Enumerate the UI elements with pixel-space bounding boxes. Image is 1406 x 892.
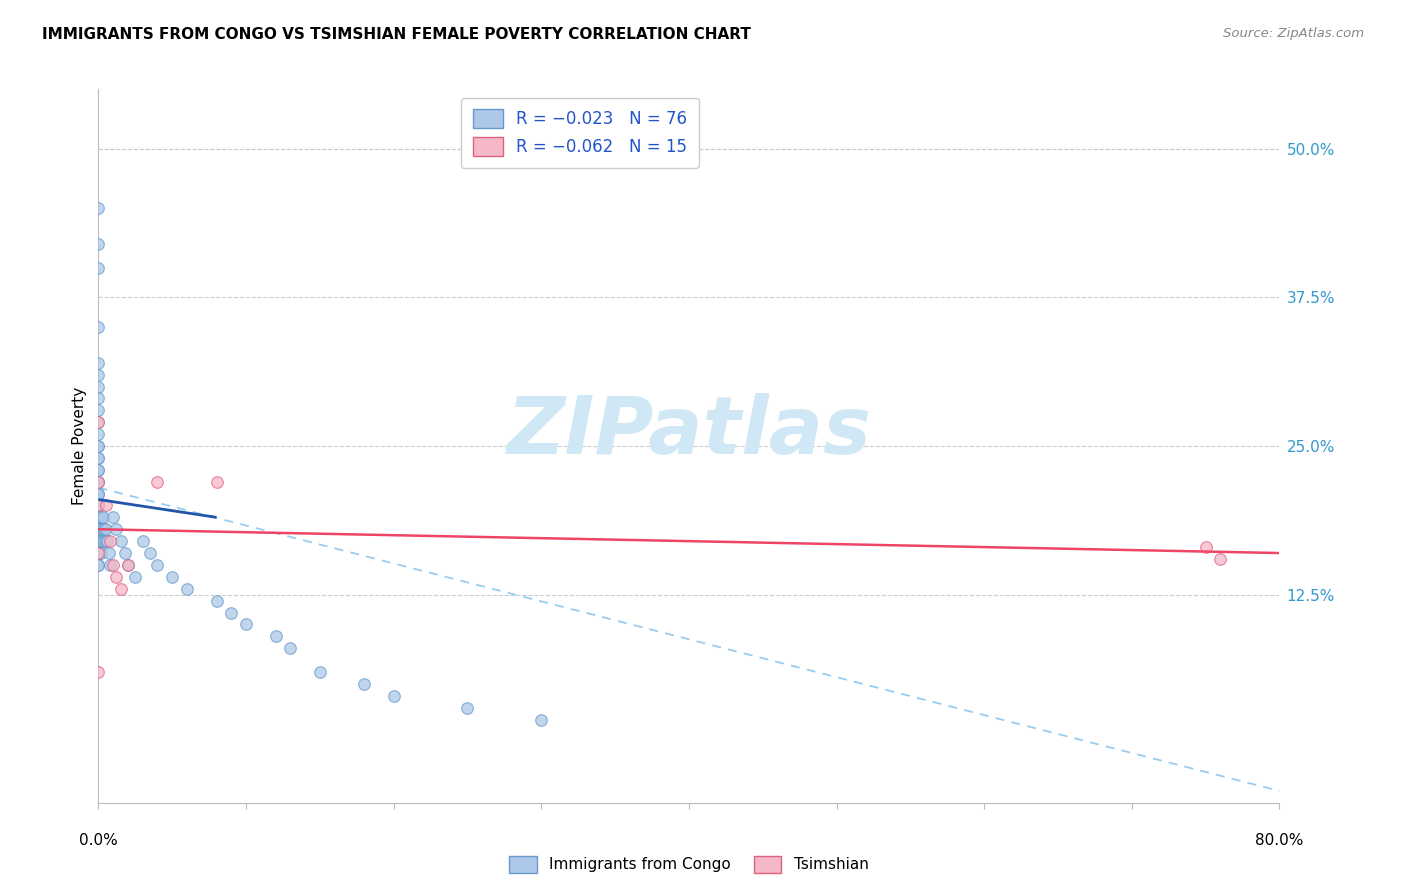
Point — [87, 201, 110, 215]
Text: IMMIGRANTS FROM CONGO VS TSIMSHIAN FEMALE POVERTY CORRELATION CHART: IMMIGRANTS FROM CONGO VS TSIMSHIAN FEMAL… — [42, 27, 751, 42]
Point — [87, 427, 110, 442]
Point — [146, 558, 169, 572]
Text: Source: ZipAtlas.com: Source: ZipAtlas.com — [1223, 27, 1364, 40]
Point — [87, 534, 110, 549]
Point — [105, 570, 128, 584]
Point — [87, 510, 110, 524]
Point — [87, 546, 110, 560]
Point — [1195, 540, 1218, 554]
Point — [87, 499, 110, 513]
Point — [382, 689, 405, 703]
Point — [132, 534, 155, 549]
Point — [264, 629, 287, 643]
Point — [90, 546, 112, 560]
Point — [87, 415, 110, 429]
Point — [93, 522, 115, 536]
Point — [87, 450, 110, 465]
Point — [98, 534, 121, 549]
Point — [94, 499, 117, 513]
Point — [87, 546, 110, 560]
Point — [87, 510, 110, 524]
Point — [87, 486, 110, 500]
Point — [162, 570, 183, 584]
Point — [87, 463, 110, 477]
Point — [117, 558, 139, 572]
Point — [124, 570, 146, 584]
Point — [87, 415, 110, 429]
Legend: Immigrants from Congo, Tsimshian: Immigrants from Congo, Tsimshian — [502, 848, 876, 880]
Point — [91, 534, 114, 549]
Point — [87, 463, 110, 477]
Point — [87, 260, 110, 275]
Point — [87, 665, 110, 679]
Point — [90, 534, 112, 549]
Point — [87, 439, 110, 453]
Point — [87, 499, 110, 513]
Point — [219, 606, 242, 620]
Point — [87, 320, 110, 334]
Point — [87, 475, 110, 489]
Point — [90, 522, 112, 536]
Point — [93, 534, 115, 549]
Point — [87, 379, 110, 393]
Point — [353, 677, 375, 691]
Point — [87, 475, 110, 489]
Point — [87, 486, 110, 500]
Point — [87, 546, 110, 560]
Point — [139, 546, 162, 560]
Point — [91, 510, 114, 524]
Point — [87, 546, 110, 560]
Point — [90, 510, 112, 524]
Point — [94, 522, 117, 536]
Point — [87, 499, 110, 513]
Point — [87, 450, 110, 465]
Point — [87, 510, 110, 524]
Point — [110, 582, 132, 596]
Point — [110, 534, 132, 549]
Point — [97, 546, 120, 560]
Point — [146, 475, 169, 489]
Point — [117, 558, 139, 572]
Point — [87, 499, 110, 513]
Point — [87, 403, 110, 417]
Point — [87, 558, 110, 572]
Text: 80.0%: 80.0% — [1256, 832, 1303, 847]
Point — [87, 534, 110, 549]
Point — [91, 522, 114, 536]
Point — [94, 534, 117, 549]
Text: 0.0%: 0.0% — [79, 832, 118, 847]
Point — [87, 236, 110, 251]
Point — [87, 439, 110, 453]
Point — [87, 356, 110, 370]
Point — [87, 534, 110, 549]
Point — [87, 558, 110, 572]
Point — [98, 558, 121, 572]
Point — [103, 510, 125, 524]
Point — [278, 641, 302, 656]
Text: ZIPatlas: ZIPatlas — [506, 392, 872, 471]
Point — [87, 368, 110, 382]
Point — [205, 475, 228, 489]
Point — [309, 665, 332, 679]
Point — [87, 522, 110, 536]
Point — [1209, 552, 1232, 566]
Y-axis label: Female Poverty: Female Poverty — [72, 387, 87, 505]
Point — [176, 582, 198, 596]
Point — [530, 713, 553, 727]
Point — [87, 510, 110, 524]
Point — [87, 475, 110, 489]
Point — [235, 617, 257, 632]
Point — [87, 392, 110, 406]
Point — [87, 522, 110, 536]
Point — [96, 534, 118, 549]
Point — [87, 522, 110, 536]
Point — [105, 522, 128, 536]
Point — [87, 486, 110, 500]
Point — [103, 558, 125, 572]
Point — [456, 700, 478, 714]
Point — [114, 546, 136, 560]
Point — [205, 593, 228, 607]
